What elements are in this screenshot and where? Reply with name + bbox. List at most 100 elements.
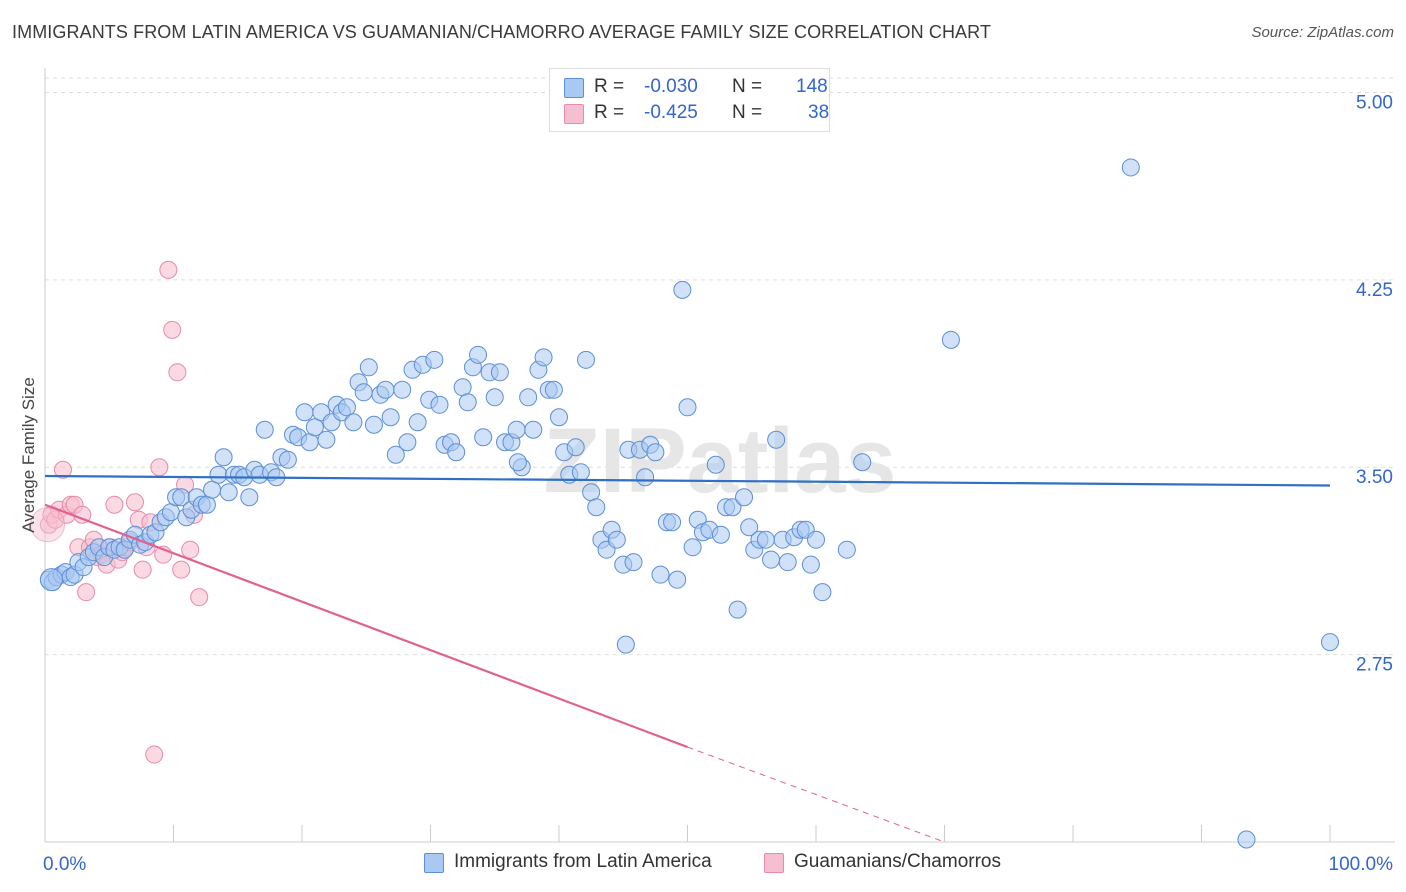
data-point-latin-america: [1321, 633, 1339, 652]
data-point-latin-america: [544, 380, 563, 399]
x-tick-label: 0.0%: [43, 854, 86, 875]
data-point-guamanian: [159, 260, 178, 279]
trend-line-latin-america: [44, 474, 1331, 487]
data-point-latin-america: [762, 550, 781, 569]
data-point-guamanian: [181, 540, 200, 559]
data-point-latin-america: [354, 383, 373, 402]
data-point-latin-america: [453, 378, 472, 397]
data-point-latin-america: [756, 530, 775, 549]
data-point-latin-america: [255, 420, 274, 439]
data-point-latin-america: [430, 395, 449, 414]
data-point-latin-america: [161, 503, 180, 522]
r-value: -0.030: [644, 76, 698, 97]
source-label: Source: ZipAtlas.com: [1251, 24, 1394, 41]
data-point-latin-america: [801, 555, 820, 574]
y-tick-label: 5.00: [1356, 92, 1393, 113]
data-point-guamanian: [145, 745, 164, 764]
n-value: 148: [796, 76, 828, 97]
n-label: N =: [732, 76, 763, 97]
data-point-latin-america: [359, 358, 378, 377]
data-point-latin-america: [728, 600, 747, 619]
x-tick-label: 100.0%: [1329, 854, 1394, 875]
data-point-latin-america: [197, 495, 216, 514]
chart-title: IMMIGRANTS FROM LATIN AMERICA VS GUAMANI…: [12, 22, 992, 42]
trend-line-guamanian: [44, 503, 688, 749]
data-point-latin-america: [673, 280, 692, 299]
data-point-guamanian: [53, 460, 72, 479]
data-point-latin-america: [607, 530, 626, 549]
data-point-latin-america: [344, 413, 363, 432]
data-point-latin-america: [807, 530, 825, 549]
data-point-guamanian: [190, 588, 209, 607]
data-point-latin-america: [582, 483, 601, 502]
data-point-latin-america: [663, 513, 682, 532]
data-point-latin-america: [317, 430, 336, 449]
data-point-latin-america: [711, 525, 730, 544]
data-point-latin-america: [425, 350, 444, 369]
data-point-latin-america: [376, 380, 395, 399]
data-point-latin-america: [469, 345, 488, 364]
y-tick-label: 3.50: [1356, 467, 1393, 488]
data-point-latin-america: [534, 348, 553, 367]
data-point-guamanian: [150, 458, 169, 477]
legend-label: Guamanians/Chamorros: [794, 851, 1001, 872]
data-point-latin-america: [1237, 830, 1256, 849]
data-point-latin-america: [735, 488, 754, 507]
data-point-latin-america: [778, 553, 797, 572]
data-point-latin-america: [214, 448, 233, 467]
data-point-latin-america: [398, 433, 417, 452]
tick-labels: 2.75 3.50 4.25 5.00 0.0% 100.0%: [43, 92, 1393, 875]
blue-swatch: [564, 78, 584, 98]
data-point-latin-america: [519, 388, 538, 407]
data-point-latin-america: [683, 538, 702, 557]
data-point-latin-america: [837, 540, 856, 559]
data-point-guamanian: [163, 320, 182, 339]
data-point-latin-america: [300, 433, 319, 452]
data-point-latin-america: [305, 418, 324, 437]
data-point-latin-america: [507, 420, 526, 439]
blue-series: [39, 158, 1339, 849]
data-point-latin-america: [636, 468, 655, 487]
data-point-latin-america: [219, 483, 238, 502]
data-point-latin-america: [474, 428, 493, 447]
pink-swatch: [564, 104, 584, 124]
data-point-guamanian: [168, 363, 187, 382]
r-label: R =: [594, 76, 625, 97]
data-point-latin-america: [550, 408, 568, 427]
n-label: N =: [732, 102, 763, 123]
data-point-latin-america: [393, 380, 412, 399]
data-point-latin-america: [624, 553, 643, 572]
data-point-latin-america: [941, 330, 960, 349]
data-point-latin-america: [295, 403, 314, 422]
data-point-latin-america: [508, 453, 527, 472]
data-point-latin-america: [853, 453, 872, 472]
data-point-latin-america: [706, 455, 725, 474]
data-point-latin-america: [381, 408, 400, 427]
grid-lines: [45, 77, 1395, 656]
data-point-latin-america: [203, 480, 222, 499]
data-point-latin-america: [485, 388, 504, 407]
legend-label: Immigrants from Latin America: [454, 851, 712, 872]
data-point-latin-america: [813, 583, 832, 602]
data-point-guamanian: [172, 560, 191, 579]
data-point-latin-america: [668, 570, 687, 589]
data-point-latin-america: [587, 498, 606, 517]
y-tick-label: 4.25: [1356, 280, 1393, 301]
data-point-latin-america: [209, 465, 228, 484]
data-point-latin-america: [490, 363, 509, 382]
axes: [44, 68, 1395, 843]
data-point-latin-america: [566, 438, 585, 457]
trend-lines: [44, 474, 1331, 843]
n-value: 38: [808, 102, 830, 123]
data-point-guamanian: [133, 560, 152, 579]
r-label: R =: [594, 102, 625, 123]
data-point-latin-america: [1121, 158, 1140, 177]
y-axis-label: Average Family Size: [19, 377, 38, 533]
blue-swatch: [424, 853, 444, 873]
data-point-latin-america: [39, 568, 63, 592]
data-point-guamanian: [77, 583, 96, 602]
data-point-latin-america: [576, 350, 595, 369]
correlation-legend: R = -0.030 N = 148 R = -0.425 N = 38: [549, 68, 830, 132]
data-point-guamanian: [30, 507, 66, 543]
